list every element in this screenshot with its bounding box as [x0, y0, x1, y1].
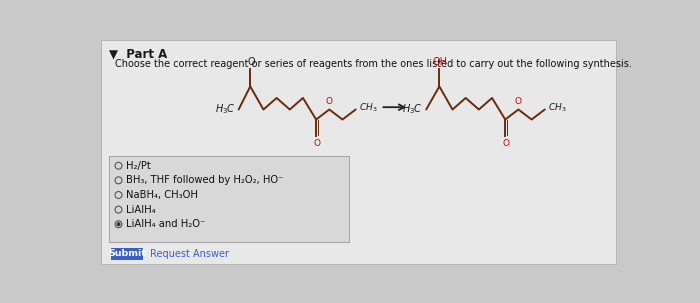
Text: $H_3C$: $H_3C$ — [215, 103, 235, 116]
Text: O: O — [515, 98, 522, 106]
Text: ▼  Part A: ▼ Part A — [109, 48, 167, 61]
Text: O: O — [314, 139, 321, 148]
Text: $CH_3$: $CH_3$ — [358, 102, 377, 114]
FancyBboxPatch shape — [102, 40, 616, 264]
Text: NaBH₄, CH₃OH: NaBH₄, CH₃OH — [126, 190, 198, 200]
Text: LiAlH₄ and H₂O⁻: LiAlH₄ and H₂O⁻ — [126, 219, 206, 229]
Circle shape — [117, 222, 120, 226]
Text: O: O — [503, 139, 510, 148]
FancyBboxPatch shape — [111, 248, 144, 260]
Text: Request Answer: Request Answer — [150, 249, 228, 259]
Text: $CH_3$: $CH_3$ — [548, 102, 566, 114]
Text: H₂/Pt: H₂/Pt — [126, 161, 151, 171]
Text: BH₃, THF followed by H₂O₂, HO⁻: BH₃, THF followed by H₂O₂, HO⁻ — [126, 175, 284, 185]
Text: Choose the correct reagent or series of reagents from the ones listed to carry o: Choose the correct reagent or series of … — [115, 59, 631, 69]
Text: O: O — [247, 57, 255, 67]
Text: $H_3C$: $H_3C$ — [402, 103, 423, 116]
Text: OH: OH — [433, 57, 447, 67]
Text: O: O — [326, 98, 332, 106]
FancyBboxPatch shape — [109, 156, 349, 242]
Text: Submit: Submit — [108, 249, 146, 258]
Text: LiAlH₄: LiAlH₄ — [126, 205, 156, 215]
